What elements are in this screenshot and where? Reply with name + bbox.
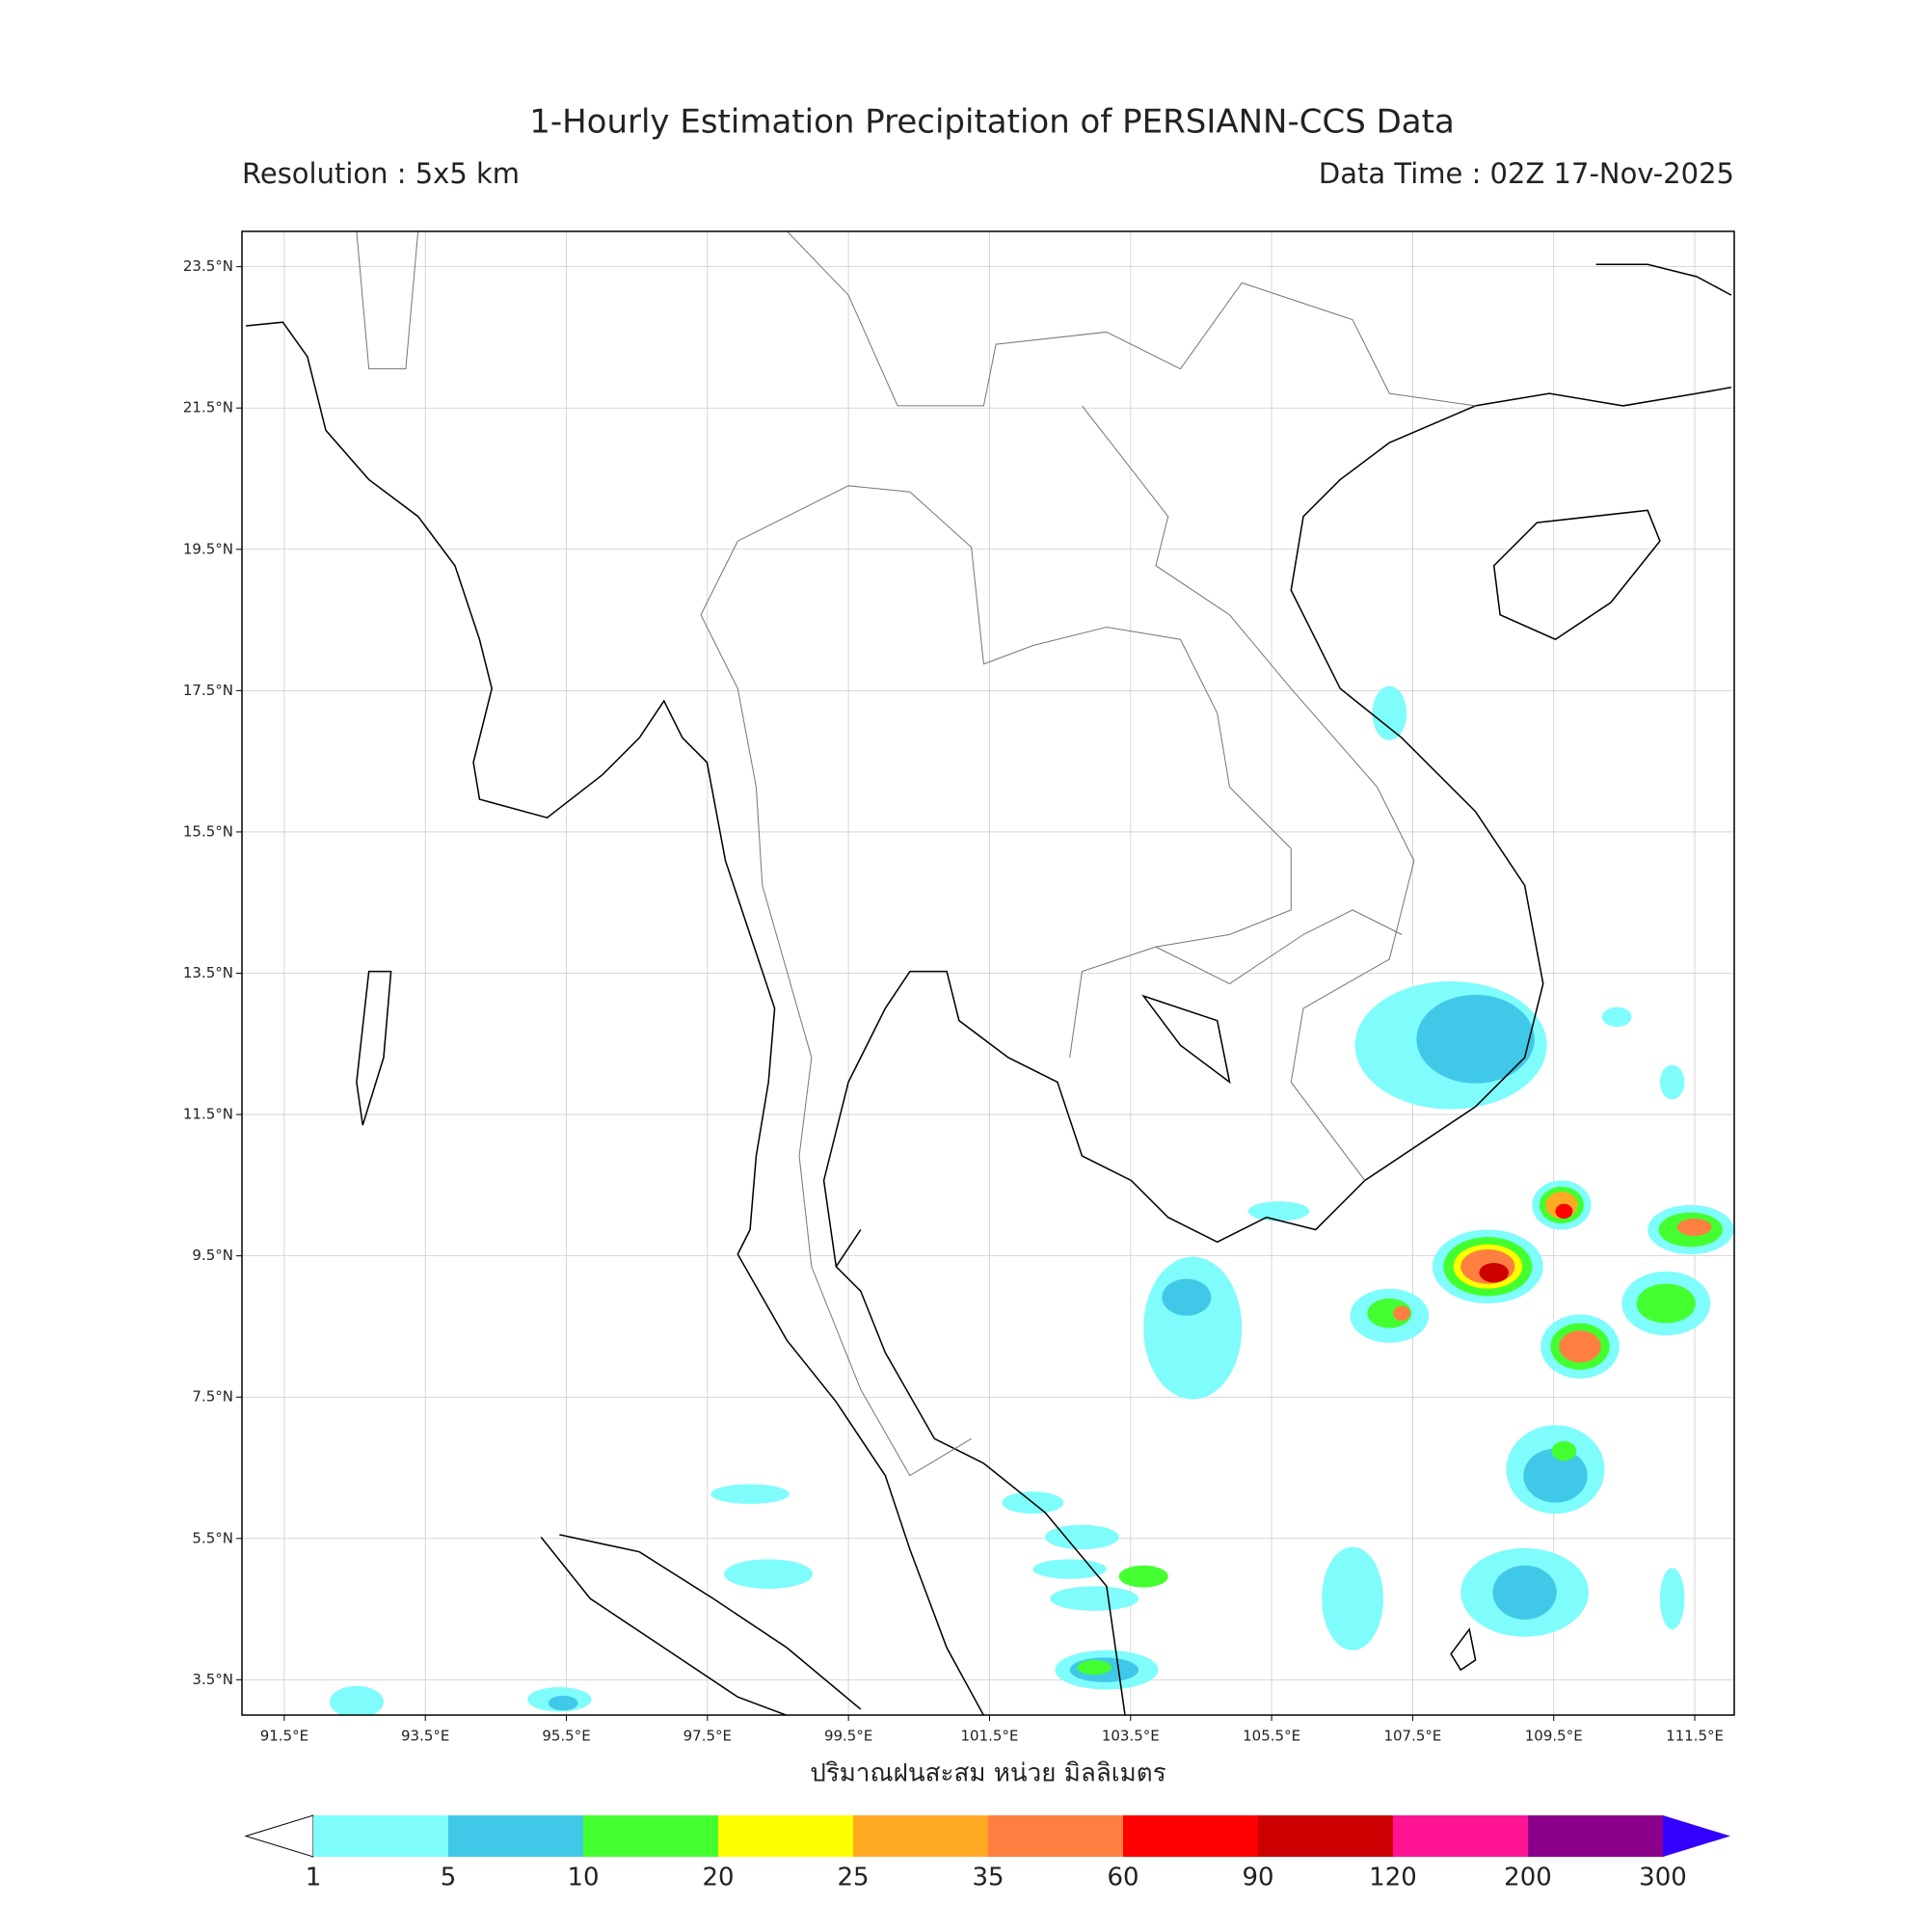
y-tick-label: 7.5°N: [192, 1388, 233, 1406]
rain-area: [1492, 1565, 1557, 1620]
rain-area: [1118, 1565, 1168, 1588]
rain-area: [1045, 1524, 1119, 1550]
map-area: [246, 231, 1734, 1715]
rain-area: [1322, 1546, 1383, 1650]
colorbar-segment: [1123, 1815, 1258, 1857]
x-tick-label: 97.5°E: [683, 1728, 732, 1745]
rain-area: [1077, 1659, 1112, 1676]
colorbar-segment: [718, 1815, 853, 1857]
colorbar-segment: [448, 1815, 583, 1857]
colorbar-label: 20: [702, 1864, 734, 1892]
rain-area: [1601, 1006, 1632, 1028]
x-tick-label: 101.5°E: [961, 1728, 1019, 1745]
rain-area: [1372, 685, 1407, 740]
rain-area: [1659, 1568, 1685, 1630]
y-tick-label: 17.5°N: [183, 682, 233, 699]
y-tick-label: 15.5°N: [183, 822, 233, 840]
x-tick-label: 99.5°E: [824, 1728, 872, 1745]
colorbar-label: 300: [1639, 1864, 1687, 1892]
y-tick-label: 5.5°N: [192, 1529, 233, 1546]
colorbar-label: 200: [1504, 1864, 1552, 1892]
x-tick-label: 107.5°E: [1383, 1728, 1441, 1745]
y-tick-label: 11.5°N: [183, 1106, 233, 1123]
colorbar: 1 5 10 20 25 35 60 90 120 200 300: [244, 1814, 1730, 1892]
colorbar-segment: [313, 1815, 448, 1857]
rain-area: [1523, 1448, 1588, 1503]
y-tick-label: 21.5°N: [183, 399, 233, 416]
x-tick-label: 95.5°E: [542, 1728, 590, 1745]
colorbar-label: 35: [972, 1864, 1004, 1892]
colorbar-segment: [583, 1815, 718, 1857]
x-tick-label: 111.5°E: [1666, 1728, 1724, 1745]
colorbar-under: [244, 1814, 314, 1858]
rain-area: [1247, 1201, 1310, 1221]
colorbar-label: 1: [306, 1864, 322, 1892]
colorbar-label: 90: [1242, 1864, 1273, 1892]
colorbar-segment: [1528, 1815, 1663, 1857]
title: 1-Hourly Estimation Precipitation of PER…: [529, 103, 1455, 142]
x-tick-label: 103.5°E: [1102, 1728, 1160, 1745]
colorbar-label: 10: [567, 1864, 599, 1892]
rain-area: [1559, 1330, 1601, 1363]
rain-area: [1162, 1278, 1212, 1316]
rain-area: [1555, 1203, 1573, 1220]
x-tick-label: 109.5°E: [1525, 1728, 1583, 1745]
y-tick-label: 13.5°N: [183, 964, 233, 981]
rain-area: [1367, 1298, 1412, 1328]
rain-area: [1050, 1586, 1139, 1611]
x-tick-label: 91.5°E: [260, 1728, 308, 1745]
rain-area: [329, 1685, 384, 1715]
rain-area: [724, 1559, 814, 1589]
colorbar-segment: [1393, 1815, 1528, 1857]
x-tick-label: 93.5°E: [401, 1728, 449, 1745]
coastlines: [246, 231, 1732, 1715]
y-tick-label: 9.5°N: [192, 1247, 233, 1264]
colorbar-segment: [853, 1815, 988, 1857]
rain-area: [1032, 1559, 1107, 1579]
precipitation: [329, 685, 1734, 1715]
rain-area: [1479, 1262, 1510, 1283]
y-tick-label: 3.5°N: [192, 1671, 233, 1688]
resolution: Resolution : 5x5 km: [242, 157, 520, 190]
y-tick-label: 19.5°N: [183, 540, 233, 557]
colorbar-label: 60: [1107, 1864, 1138, 1892]
y-tick-label: 23.5°N: [183, 257, 233, 275]
rain-area: [1416, 994, 1535, 1084]
colorbar-segment: [988, 1815, 1123, 1857]
rain-area: [1143, 1256, 1243, 1400]
data-time: Data Time : 02Z 17-Nov-2025: [1319, 157, 1734, 190]
rain-area: [1551, 1440, 1577, 1462]
colorbar-label: 25: [837, 1864, 869, 1892]
grid: [242, 231, 1734, 1715]
colorbar-over: [1663, 1815, 1730, 1857]
rain-area: [548, 1695, 578, 1711]
rain-area: [1393, 1305, 1410, 1321]
colorbar-label: 5: [441, 1864, 457, 1892]
rain-area: [710, 1484, 790, 1504]
rain-area: [1659, 1064, 1685, 1100]
colorbar-label: 120: [1369, 1864, 1417, 1892]
colorbar-segment: [1258, 1815, 1393, 1857]
x-tick-label: 105.5°E: [1243, 1728, 1300, 1745]
rain-area: [1636, 1283, 1696, 1324]
rain-area: [1676, 1219, 1712, 1236]
x-label: ปริมาณฝนสะสม หน่วย มิลลิเมตร: [810, 1759, 1165, 1788]
